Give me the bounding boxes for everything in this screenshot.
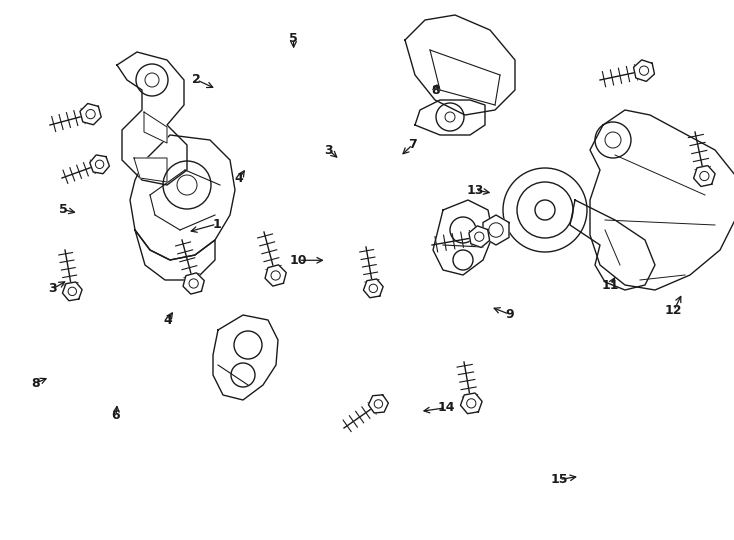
Text: 8: 8	[431, 84, 440, 97]
Text: 2: 2	[192, 73, 201, 86]
Polygon shape	[363, 279, 383, 298]
Text: 4: 4	[235, 172, 244, 185]
Polygon shape	[144, 112, 167, 143]
Text: 3: 3	[324, 144, 333, 157]
Polygon shape	[633, 60, 655, 82]
Text: 3: 3	[48, 282, 57, 295]
Polygon shape	[90, 155, 109, 174]
Circle shape	[503, 168, 587, 252]
Polygon shape	[405, 15, 515, 115]
Polygon shape	[590, 110, 734, 290]
Polygon shape	[130, 135, 235, 260]
Polygon shape	[483, 215, 509, 245]
Text: 11: 11	[602, 279, 619, 292]
Text: 4: 4	[163, 314, 172, 327]
Polygon shape	[368, 395, 388, 413]
Text: 5: 5	[59, 203, 68, 216]
Polygon shape	[265, 265, 286, 286]
Polygon shape	[460, 393, 482, 414]
Text: 5: 5	[289, 32, 298, 45]
Text: 12: 12	[665, 304, 683, 317]
Text: 14: 14	[437, 401, 455, 414]
Text: 15: 15	[550, 473, 568, 486]
Polygon shape	[570, 200, 655, 290]
Polygon shape	[694, 166, 715, 186]
Text: 13: 13	[467, 184, 484, 197]
Text: 8: 8	[31, 377, 40, 390]
Text: 1: 1	[212, 218, 221, 231]
Polygon shape	[433, 200, 493, 275]
Polygon shape	[469, 226, 490, 247]
Polygon shape	[80, 104, 101, 125]
Text: 6: 6	[112, 409, 120, 422]
Polygon shape	[134, 158, 167, 182]
Polygon shape	[117, 52, 187, 185]
Polygon shape	[213, 315, 278, 400]
Polygon shape	[183, 273, 204, 294]
Polygon shape	[415, 100, 485, 135]
Text: 10: 10	[290, 254, 308, 267]
Text: 7: 7	[408, 138, 417, 151]
Polygon shape	[62, 282, 82, 301]
Polygon shape	[135, 230, 215, 280]
Text: 9: 9	[505, 308, 514, 321]
